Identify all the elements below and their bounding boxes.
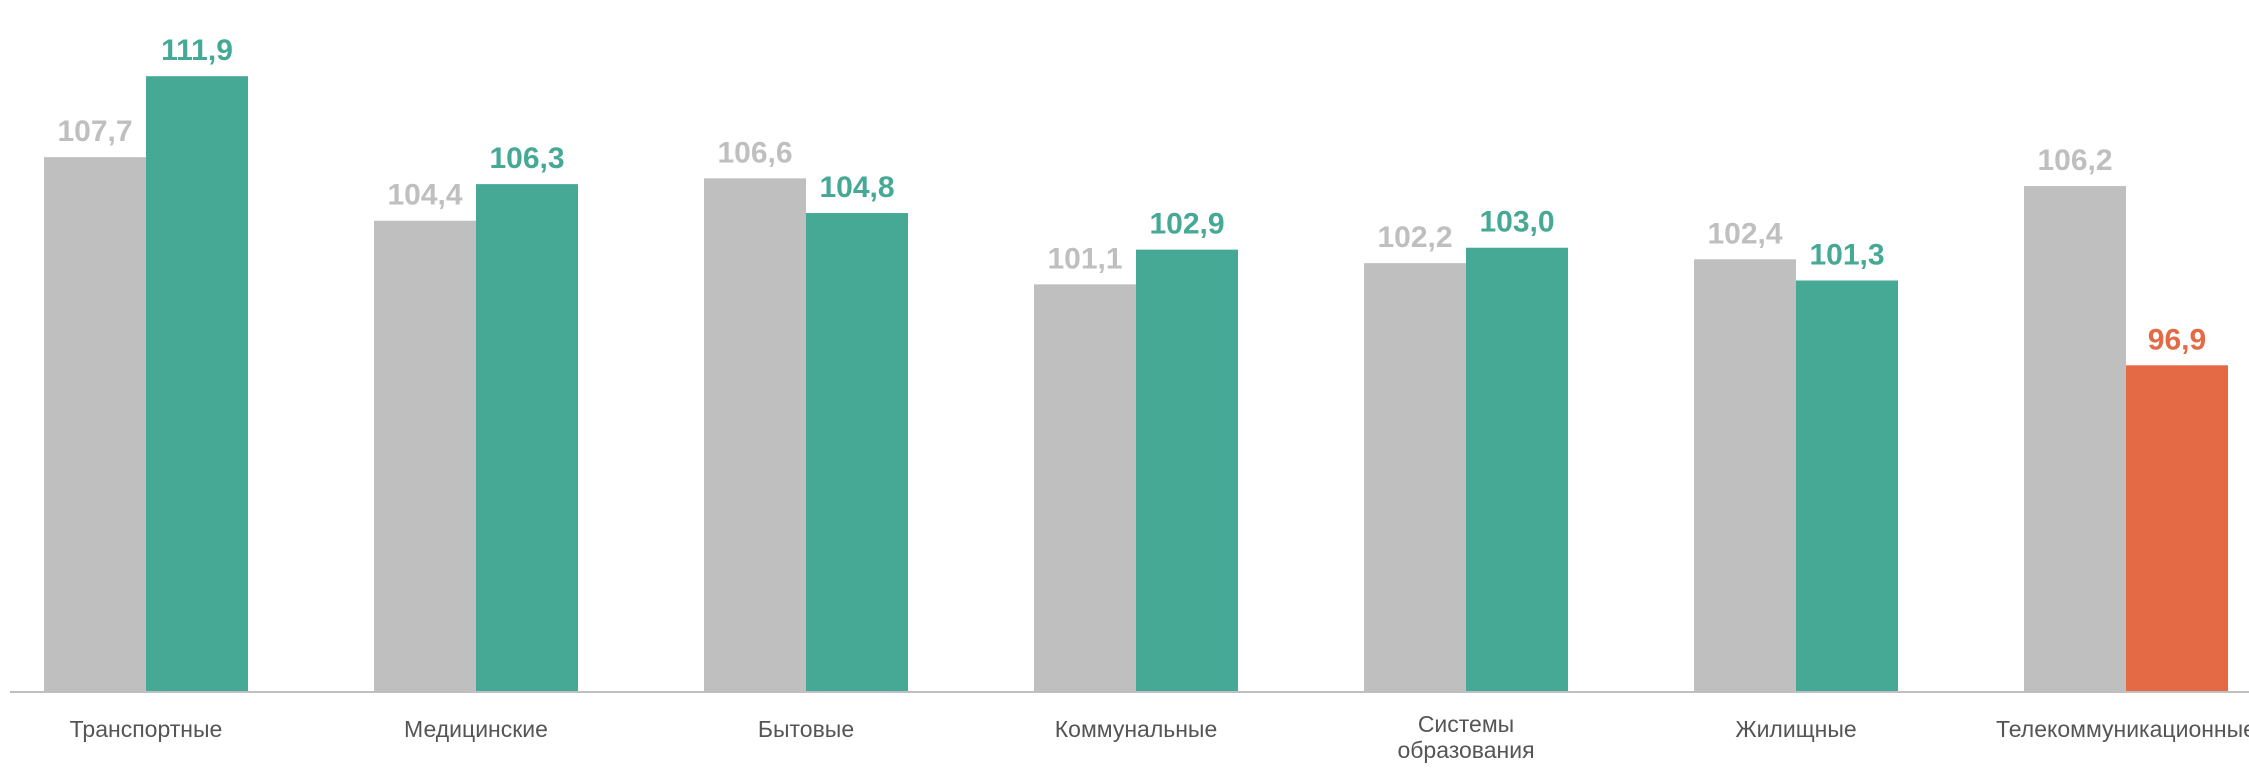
value-label-green-5: 101,3 bbox=[1809, 238, 1884, 271]
bar-green-1 bbox=[476, 184, 578, 692]
value-labels-layer: 107,7 111,9 104,4 106,3 106,6 104,8 101,1 102,9… bbox=[57, 34, 2206, 356]
value-label-green-1: 106,3 bbox=[489, 142, 564, 175]
value-label-gray-2: 106,6 bbox=[717, 136, 792, 169]
bar-green-0 bbox=[146, 76, 248, 691]
value-label-green-0: 111,9 bbox=[161, 34, 233, 67]
category-label-5: Жилищные bbox=[1735, 716, 1856, 742]
category-label-0: Транспортные bbox=[70, 716, 223, 742]
category-label-1: Медицинские bbox=[404, 716, 548, 742]
value-label-green-2: 104,8 bbox=[819, 171, 894, 204]
bar-green-4 bbox=[1466, 247, 1568, 691]
value-label-green-4: 103,0 bbox=[1479, 206, 1554, 239]
bar-gray-3 bbox=[1034, 284, 1136, 691]
bar-gray-5 bbox=[1694, 259, 1796, 691]
bar-green-2 bbox=[806, 213, 908, 691]
value-label-gray-4: 102,2 bbox=[1377, 221, 1452, 254]
category-label-4-line1: образования bbox=[1397, 737, 1534, 763]
bar-gray-2 bbox=[704, 178, 806, 691]
value-label-gray-3: 101,1 bbox=[1047, 242, 1122, 275]
value-label-green-6: 96,9 bbox=[2148, 323, 2206, 356]
category-label-3: Коммунальные bbox=[1055, 716, 1218, 742]
category-label-2: Бытовые bbox=[758, 716, 854, 742]
category-labels-layer: Транспортные Медицинские Бытовые Коммунальн… bbox=[70, 711, 2249, 763]
value-label-green-3: 102,9 bbox=[1149, 208, 1224, 241]
bar-gray-1 bbox=[374, 220, 476, 691]
value-label-gray-5: 102,4 bbox=[1707, 217, 1782, 250]
category-label-4-line0: Системы bbox=[1418, 711, 1514, 737]
value-label-gray-1: 104,4 bbox=[387, 179, 462, 212]
value-label-gray-6: 106,2 bbox=[2037, 144, 2112, 177]
value-label-gray-0: 107,7 bbox=[57, 115, 132, 148]
bar-gray-4 bbox=[1364, 263, 1466, 691]
bar-green-3 bbox=[1136, 249, 1238, 691]
bars-layer bbox=[44, 76, 2228, 692]
bar-gray-6 bbox=[2024, 186, 2126, 691]
category-label-6: Телекоммуникационные bbox=[1996, 716, 2249, 742]
bar-green-6 bbox=[2126, 365, 2228, 691]
bar-gray-0 bbox=[44, 157, 146, 692]
bar-green-5 bbox=[1796, 280, 1898, 691]
